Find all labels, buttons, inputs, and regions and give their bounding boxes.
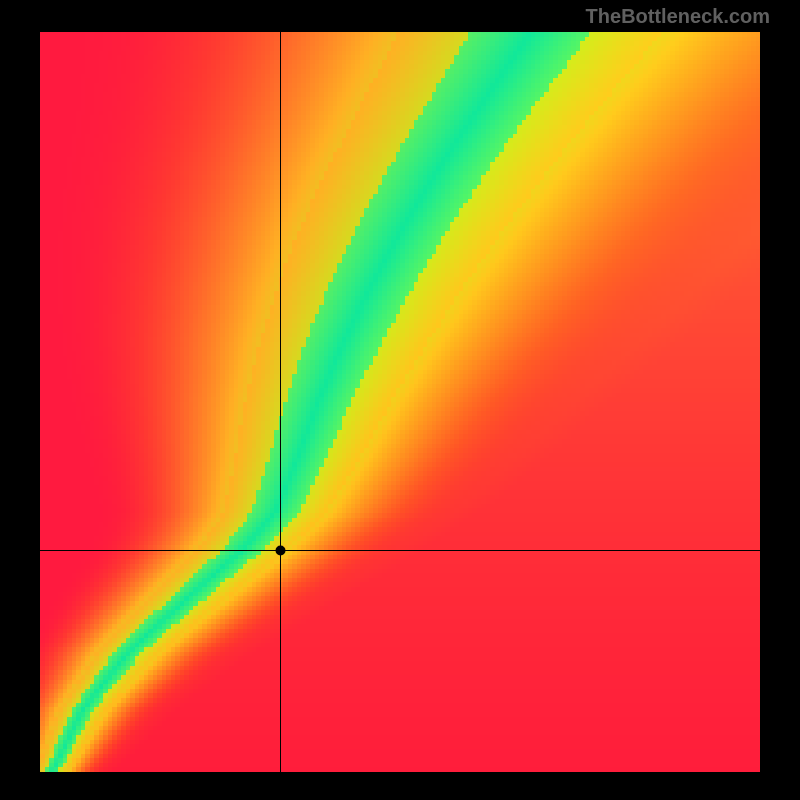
heatmap-plot [40, 32, 760, 772]
heatmap-canvas [40, 32, 760, 772]
watermark-text: TheBottleneck.com [586, 6, 770, 29]
